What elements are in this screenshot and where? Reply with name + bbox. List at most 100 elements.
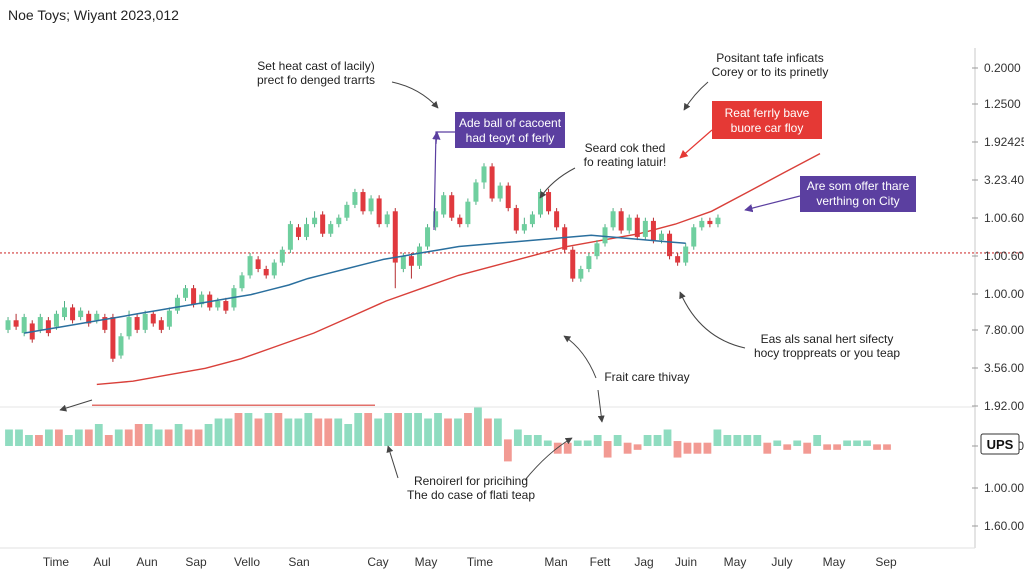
volume-bar [434, 413, 442, 446]
candle [360, 188, 366, 215]
volume-bar [813, 435, 822, 446]
volume-bar [713, 429, 722, 446]
volume-bar [533, 435, 542, 446]
candle-body [102, 317, 108, 330]
volume-bar [414, 413, 422, 446]
chart-title: Noe Toys; Wiyant 2023,012 [8, 7, 179, 23]
x-tick-label: Juin [675, 555, 697, 569]
candle-body [199, 294, 205, 305]
candle-body [255, 259, 261, 269]
candle [457, 214, 463, 228]
candle-body [433, 211, 439, 228]
candle [320, 211, 326, 237]
volume-bar [64, 435, 73, 446]
candle-body [570, 249, 576, 279]
candle [183, 285, 189, 302]
moving-average-line [24, 234, 686, 334]
volume-bar [484, 418, 492, 446]
volume-bar [164, 429, 173, 446]
volume-bar [114, 429, 123, 446]
callout-2: Reat ferrly bave buore car floy [679, 101, 822, 159]
candle [610, 208, 616, 231]
candle-body [610, 211, 616, 228]
candle [562, 224, 568, 253]
candle-body [578, 268, 584, 279]
volume-bar [444, 418, 452, 446]
volume-bar [863, 440, 871, 446]
candle-body [529, 214, 535, 225]
candle [53, 310, 59, 330]
volume-bar [703, 442, 712, 454]
volume-bar [254, 418, 263, 446]
volume-bar [344, 424, 353, 446]
volume-bar [15, 429, 23, 446]
candle-body [675, 256, 681, 263]
volume-bar [843, 440, 851, 446]
candle [650, 217, 656, 244]
y-tick-label: 1.00.00 [984, 481, 1024, 495]
candle [667, 230, 673, 260]
candle [62, 301, 68, 321]
volume-bar [743, 435, 752, 446]
candle-body [425, 227, 431, 247]
svg-text:The do case of flati teap: The do case of flati teap [407, 488, 535, 502]
x-tick-label: July [771, 555, 792, 569]
trend-line [96, 152, 821, 386]
x-tick-label: Sap [185, 555, 207, 569]
candle-body [586, 256, 592, 269]
y-tick-label: 1.2500 [984, 97, 1021, 111]
candle-body [70, 307, 76, 321]
candle [352, 188, 358, 209]
candle [45, 317, 51, 337]
candle-body [699, 220, 705, 228]
volume-bar [663, 429, 672, 446]
volume-bar [643, 435, 652, 446]
candle [166, 307, 172, 330]
volume-bar [374, 418, 383, 446]
candle [368, 195, 374, 215]
candle-body [658, 233, 664, 241]
candle-body [368, 198, 374, 212]
svg-text:Positant tafe inficats: Positant tafe inficats [716, 51, 823, 65]
candle-body [408, 256, 414, 266]
candlesticks [5, 163, 721, 362]
candle-body [142, 313, 148, 330]
candle-body [626, 217, 632, 231]
candle [425, 224, 431, 250]
candle [683, 243, 689, 266]
candle-body [126, 317, 132, 337]
volume-bar [464, 413, 472, 446]
volume-bar [314, 418, 323, 446]
candle-body [304, 224, 310, 237]
candle [707, 217, 713, 228]
x-tick-label: Vello [234, 555, 260, 569]
volume-bar [364, 413, 373, 446]
volume-bar [84, 429, 93, 446]
volume-bar [723, 435, 732, 446]
svg-text:hocy troppreats or you teap: hocy troppreats or you teap [754, 346, 900, 360]
volume-bar [404, 413, 412, 446]
volume-bar [513, 429, 522, 446]
volume-bar [194, 429, 203, 446]
candle [13, 313, 19, 330]
candle-body [279, 249, 285, 263]
y-tick-label: 3.23.40 [984, 173, 1024, 187]
x-tick-label: Jag [634, 555, 653, 569]
candle [634, 214, 640, 241]
y-tick-label: 1.00.60 [984, 211, 1024, 225]
svg-text:had teoyt of ferly: had teoyt of ferly [466, 131, 555, 145]
volume-bar [783, 444, 792, 450]
volume-bar [74, 429, 83, 446]
candle-body [352, 192, 358, 205]
candle [328, 220, 334, 237]
candle [570, 246, 576, 282]
candle-body [376, 198, 382, 225]
candle-body [13, 320, 19, 327]
ups-badge-label: UPS [987, 437, 1014, 452]
volume-bar [294, 418, 303, 446]
annotation-4: Eas als sanal hert sifecty hocy tropprea… [679, 291, 900, 360]
candle-body [546, 192, 552, 212]
candle-body [400, 256, 406, 269]
candle-body [158, 320, 164, 330]
volume-bar [763, 442, 772, 454]
